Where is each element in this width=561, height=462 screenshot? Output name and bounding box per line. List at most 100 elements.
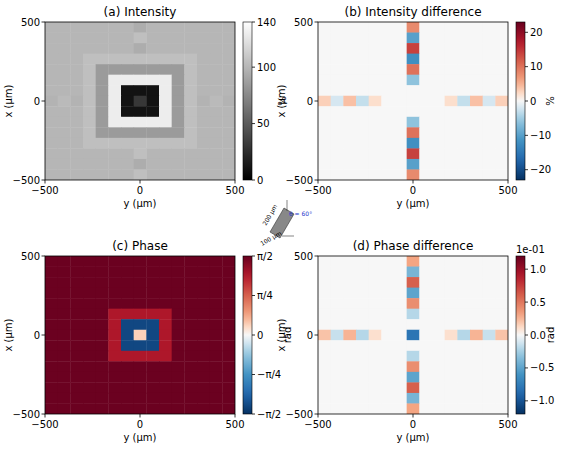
cell: [58, 256, 71, 267]
cell: [343, 403, 356, 414]
cells: [318, 22, 508, 180]
cell: [483, 33, 496, 44]
colorbar-tick-label: π/4: [257, 290, 273, 301]
cell: [108, 148, 121, 159]
cell: [108, 351, 121, 362]
cell: [197, 64, 210, 75]
cell: [470, 288, 483, 299]
colorbar-tick-label: −1.0: [530, 395, 554, 406]
cell: [369, 106, 382, 117]
cell: [369, 96, 382, 107]
cell: [146, 138, 159, 149]
cell: [108, 340, 121, 351]
cell: [331, 309, 344, 320]
cell: [356, 75, 369, 86]
colorbar-tick-label: 0: [257, 175, 263, 186]
cell: [356, 33, 369, 44]
cell: [356, 148, 369, 159]
cell: [134, 309, 147, 320]
cell: [146, 75, 159, 86]
cell: [197, 159, 210, 170]
cell: [343, 361, 356, 372]
cell: [58, 288, 71, 299]
cell: [172, 159, 185, 170]
cell: [381, 75, 394, 86]
cell: [457, 277, 470, 288]
cell: [58, 22, 71, 33]
cell: [134, 298, 147, 309]
cell: [331, 298, 344, 309]
cell: [419, 340, 432, 351]
cell: [394, 138, 407, 149]
cell: [407, 393, 420, 404]
cell: [134, 127, 147, 138]
cell: [96, 351, 109, 362]
cell: [394, 319, 407, 330]
cell: [146, 382, 159, 393]
cell: [331, 96, 344, 107]
cell: [445, 361, 458, 372]
cell: [45, 43, 58, 54]
cell: [495, 117, 508, 128]
cell: [331, 351, 344, 362]
cell: [394, 54, 407, 65]
cell: [134, 382, 147, 393]
cell: [96, 85, 109, 96]
cell: [146, 319, 159, 330]
cell: [58, 117, 71, 128]
colorbar-tick-label: −10: [530, 130, 551, 141]
cell: [457, 351, 470, 362]
cell: [70, 117, 83, 128]
cell: [445, 403, 458, 414]
cell: [96, 169, 109, 180]
cell: [331, 138, 344, 149]
cell: [343, 43, 356, 54]
cell: [457, 75, 470, 86]
cell: [222, 267, 235, 278]
cell: [369, 309, 382, 320]
axis-title: y (µm): [396, 198, 429, 209]
cell: [432, 298, 445, 309]
cell: [343, 75, 356, 86]
cell: [172, 277, 185, 288]
cell: [210, 106, 223, 117]
cell: [45, 382, 58, 393]
cell: [495, 361, 508, 372]
cell: [483, 319, 496, 330]
cell: [407, 298, 420, 309]
cell: [58, 372, 71, 383]
cell: [121, 361, 134, 372]
cell: [222, 96, 235, 107]
cell: [58, 298, 71, 309]
cell: [222, 319, 235, 330]
cell: [369, 277, 382, 288]
cell: [121, 267, 134, 278]
cell: [159, 351, 172, 362]
cell: [318, 361, 331, 372]
cell: [457, 43, 470, 54]
tick: [42, 256, 46, 257]
cell: [318, 267, 331, 278]
cell: [419, 117, 432, 128]
cell: [419, 127, 432, 138]
cell: [146, 43, 159, 54]
cell: [159, 43, 172, 54]
cell: [83, 96, 96, 107]
cell: [356, 22, 369, 33]
cell: [495, 22, 508, 33]
cell: [369, 22, 382, 33]
cell: [70, 256, 83, 267]
cell: [121, 54, 134, 65]
cell: [495, 106, 508, 117]
cell: [419, 75, 432, 86]
cell: [495, 277, 508, 288]
cell: [432, 138, 445, 149]
cell: [159, 75, 172, 86]
cell: [134, 54, 147, 65]
cell: [159, 382, 172, 393]
cell: [134, 351, 147, 362]
cell: [184, 117, 197, 128]
cell: [134, 75, 147, 86]
cell: [121, 127, 134, 138]
inset-axis: [282, 236, 294, 237]
